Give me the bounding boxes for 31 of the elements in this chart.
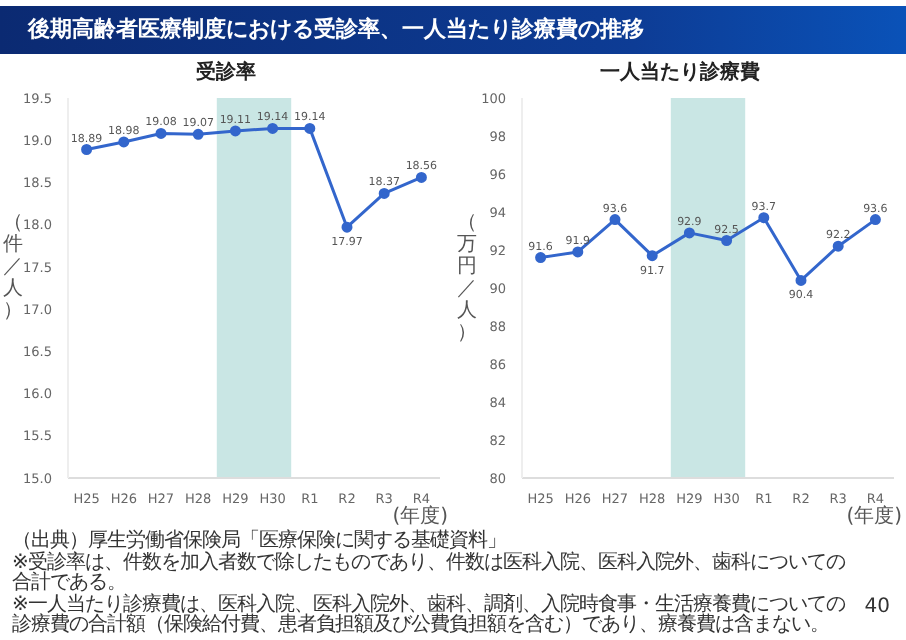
text: ※受診率は、件数を加入者数で除したものであり、件数は医科入院、医科入院外、歯科についての合計である。 [12,551,847,594]
chart-title: 受診率 [194,58,258,86]
point [229,125,241,137]
point [378,187,390,199]
point [192,128,204,140]
point [341,221,353,233]
point [869,214,881,226]
point [721,235,733,246]
y-axis-title: （件／人） [2,212,24,322]
text: 40 [864,596,890,618]
point [758,212,770,224]
x-axis-title: (年度) [846,506,902,528]
point [535,252,547,264]
point [304,122,316,134]
point [795,274,807,286]
point [81,144,93,156]
point [155,127,167,139]
point [572,246,584,258]
point [646,250,658,262]
y-axis-title: （万円／人） [456,212,478,344]
text: （出典）厚生労働省保険局「医療保険に関する基礎資料」 [12,530,508,552]
point [118,136,130,148]
point [609,214,621,226]
point [832,240,844,252]
text: 後期高齢者医療制度における受診率、一人当たり診療費の推移 [0,6,906,54]
point [267,122,279,134]
point [415,171,427,183]
x-axis-title: (年度) [392,506,448,528]
chart-title: 一人当たり診療費 [598,59,762,86]
text: ※一人当たり診療費は、医科入院、医科入院外、歯科、調剤、入院時食事・生活療養費についての診療費の合計額（保険給付費、患者負担額及び公費負担額を含む）であり、療養費は含まない。 [12,593,847,637]
point [683,227,695,239]
